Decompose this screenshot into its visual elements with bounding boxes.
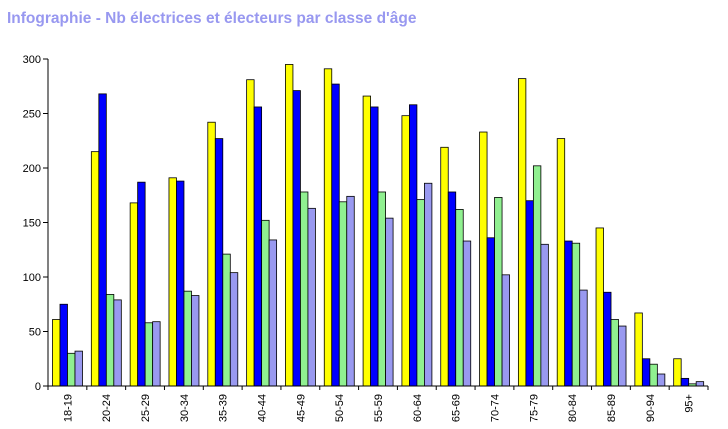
- bar-30-34-series-2: [176, 180, 185, 387]
- x-tick-label: 60-64: [412, 394, 424, 422]
- bar-85-89-series-2: [603, 291, 612, 387]
- bar-60-64-series-4: [424, 182, 433, 387]
- y-tick-label: 300: [23, 54, 41, 66]
- x-tick-label: 25-29: [140, 394, 152, 422]
- bar-35-39-series-3: [222, 253, 231, 387]
- x-tick-label: 95+: [684, 394, 696, 413]
- bar-85-89-series-1: [595, 227, 604, 387]
- bar-30-34-series-1: [168, 177, 177, 387]
- x-tick-label: 85-89: [606, 394, 618, 422]
- bar-50-54-series-4: [346, 195, 355, 387]
- x-tick-label: 75-79: [528, 394, 540, 422]
- bar-25-29-series-3: [144, 322, 154, 387]
- y-tick-label: 0: [35, 381, 41, 393]
- bar-60-64-series-3: [416, 199, 425, 387]
- bar-55-59-series-1: [362, 95, 371, 387]
- bar-75-79-series-4: [540, 243, 549, 387]
- bar-60-64-series-2: [409, 104, 418, 387]
- bar-55-59-series-3: [377, 191, 386, 387]
- bar-50-54-series-1: [323, 68, 333, 387]
- bar-90-94-series-1: [634, 312, 643, 387]
- bar-65-69-series-1: [440, 146, 449, 387]
- bar-55-59-series-2: [370, 106, 379, 387]
- bar-20-24-series-3: [105, 294, 115, 387]
- bar-80-84-series-4: [579, 289, 588, 387]
- bar-35-39-series-4: [229, 272, 239, 387]
- bar-80-84-series-1: [556, 138, 566, 387]
- bar-45-49-series-2: [292, 90, 301, 387]
- x-tick-label: 30-34: [179, 394, 191, 422]
- x-tick-label: 50-54: [334, 394, 346, 422]
- x-tick-label: 45-49: [295, 394, 307, 422]
- x-tick-label: 18-19: [62, 394, 74, 422]
- x-tick-label: 65-69: [451, 394, 463, 422]
- bar-20-24-series-4: [113, 299, 122, 387]
- bar-95+-series-1: [673, 358, 682, 387]
- bar-60-64-series-1: [401, 115, 410, 387]
- bar-40-44-series-2: [253, 106, 263, 387]
- bar-85-89-series-4: [618, 325, 627, 387]
- bar-55-59-series-4: [385, 217, 394, 387]
- bar-95+-series-4: [695, 381, 705, 387]
- bar-40-44-series-3: [261, 219, 270, 387]
- bar-70-74-series-2: [486, 237, 495, 387]
- bar-18-19-series-1: [52, 319, 61, 387]
- bar-25-29-series-2: [137, 181, 146, 387]
- x-tick-label: 90-94: [645, 394, 657, 422]
- bar-80-84-series-3: [571, 242, 581, 387]
- bar-30-34-series-4: [191, 295, 200, 387]
- x-tick-label: 55-59: [373, 394, 385, 422]
- bar-65-69-series-4: [462, 240, 472, 387]
- bar-70-74-series-1: [479, 131, 488, 387]
- bar-90-94-series-2: [641, 358, 651, 387]
- bar-25-29-series-1: [129, 202, 139, 387]
- bar-65-69-series-3: [455, 209, 464, 387]
- bar-50-54-series-3: [338, 201, 348, 387]
- bar-20-24-series-1: [90, 151, 100, 387]
- bar-80-84-series-2: [564, 240, 573, 387]
- bar-18-19-series-3: [67, 352, 76, 387]
- bar-65-69-series-2: [447, 191, 457, 387]
- bars-group: [52, 64, 705, 387]
- y-tick-label: 100: [23, 272, 41, 284]
- bar-50-54-series-2: [331, 83, 340, 387]
- x-tick-label: 20-24: [101, 394, 113, 422]
- bar-75-79-series-2: [525, 200, 534, 387]
- bar-40-44-series-1: [246, 79, 255, 387]
- bar-95+-series-2: [680, 377, 690, 387]
- y-axis-ticks: 0 50 100 150 200 250 300: [23, 54, 48, 393]
- bar-75-79-series-3: [532, 165, 542, 387]
- x-tick-label: 40-44: [257, 394, 269, 422]
- y-tick-label: 150: [23, 218, 41, 230]
- bar-90-94-series-4: [656, 373, 666, 387]
- bar-35-39-series-1: [207, 121, 216, 387]
- bar-45-49-series-4: [307, 207, 316, 387]
- y-tick-label: 50: [29, 327, 41, 339]
- bar-75-79-series-1: [517, 78, 527, 387]
- bar-85-89-series-3: [610, 319, 619, 387]
- bar-70-74-series-4: [501, 274, 510, 387]
- y-tick-label: 200: [23, 163, 41, 175]
- x-tick-label: 35-39: [218, 394, 230, 422]
- bar-40-44-series-4: [268, 239, 278, 387]
- bar-18-19-series-4: [74, 350, 83, 387]
- bar-20-24-series-2: [98, 93, 107, 387]
- chart-title: Infographie - Nb électrices et électeurs…: [7, 10, 417, 27]
- bar-70-74-series-3: [494, 197, 503, 387]
- bar-18-19-series-2: [59, 303, 68, 387]
- bar-35-39-series-2: [214, 138, 224, 387]
- x-tick-label: 70-74: [489, 394, 501, 422]
- bar-90-94-series-3: [649, 363, 658, 387]
- bar-45-49-series-1: [285, 64, 294, 387]
- x-axis-ticks: 18-19 20-24 25-29 30-34 35-39 40-44 45-49 50-54…: [47, 386, 709, 422]
- bar-30-34-series-3: [183, 290, 192, 387]
- y-tick-label: 250: [23, 109, 41, 121]
- bar-45-49-series-3: [300, 191, 309, 387]
- bar-25-29-series-4: [152, 321, 161, 387]
- x-tick-label: 80-84: [567, 394, 579, 422]
